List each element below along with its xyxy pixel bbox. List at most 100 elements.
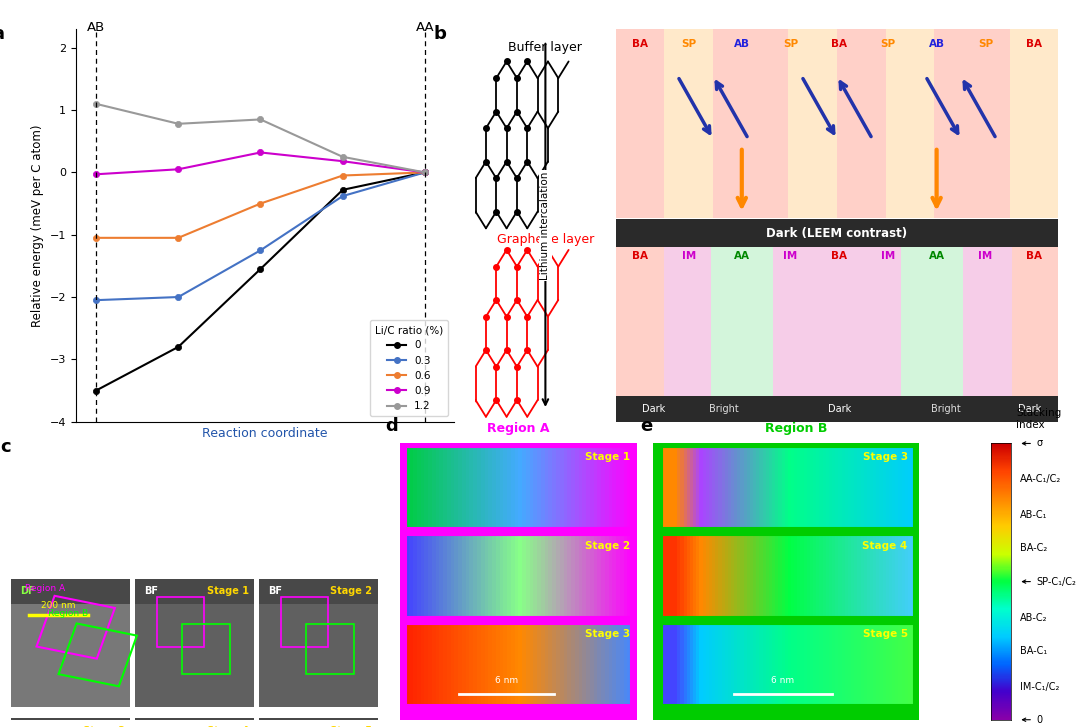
Text: 6 nm: 6 nm [771, 676, 795, 685]
Bar [715, 447, 718, 529]
Bar [687, 535, 690, 616]
Bar [741, 624, 744, 705]
Bar [848, 447, 851, 529]
Bar [559, 447, 564, 529]
Bar [718, 624, 721, 705]
Bar [705, 624, 708, 705]
Bar [582, 447, 586, 529]
Bar [753, 624, 756, 705]
Text: Buffer layer: Buffer layer [509, 41, 582, 54]
Bar [854, 535, 858, 616]
Text: Stage 2: Stage 2 [585, 541, 630, 551]
Bar [627, 447, 631, 529]
Bar [450, 535, 455, 616]
Bar [807, 447, 810, 529]
Text: IM: IM [783, 251, 798, 261]
Text: c: c [0, 438, 11, 456]
Bar [835, 447, 838, 529]
Bar [851, 624, 854, 705]
Bar [779, 624, 782, 705]
Bar [744, 535, 746, 616]
Bar [870, 624, 873, 705]
Bar [417, 624, 420, 705]
Bar [738, 624, 741, 705]
Bar [135, 718, 254, 727]
Text: a: a [0, 25, 4, 43]
Bar [522, 535, 526, 616]
Bar [413, 624, 417, 705]
Bar [556, 447, 559, 529]
Bar [677, 447, 680, 529]
Bar [772, 447, 775, 529]
Bar [721, 535, 725, 616]
Bar [746, 624, 750, 705]
Bar [715, 624, 718, 705]
Bar [481, 535, 485, 616]
Bar [503, 535, 508, 616]
Bar [564, 624, 567, 705]
Bar [813, 447, 816, 529]
Bar [892, 447, 895, 529]
Bar [664, 247, 711, 396]
Bar [667, 535, 671, 616]
Bar [684, 447, 687, 529]
Bar [785, 535, 788, 616]
Bar [728, 535, 731, 616]
Bar [473, 447, 477, 529]
Bar [518, 535, 522, 616]
Bar [899, 624, 902, 705]
Text: Dark: Dark [642, 404, 665, 414]
Bar [804, 447, 807, 529]
Bar [750, 624, 753, 705]
Bar [712, 447, 715, 529]
Text: Stage 1: Stage 1 [206, 586, 248, 596]
Text: Dark (LEEM contrast): Dark (LEEM contrast) [767, 227, 907, 240]
Bar [848, 624, 851, 705]
Bar [762, 535, 766, 616]
Bar [753, 535, 756, 616]
Bar [697, 447, 700, 529]
Text: Stacking
index: Stacking index [1016, 408, 1062, 430]
Bar [858, 447, 861, 529]
Bar [744, 624, 746, 705]
Bar [529, 447, 534, 529]
Bar [823, 624, 826, 705]
Bar [661, 447, 664, 529]
Bar [564, 447, 567, 529]
Bar [477, 447, 481, 529]
Bar [617, 624, 620, 705]
Bar [428, 535, 432, 616]
Bar [428, 624, 432, 705]
Bar [861, 535, 864, 616]
Text: 0: 0 [1037, 715, 1042, 725]
Bar [552, 624, 556, 705]
Bar [586, 624, 590, 705]
Bar [690, 447, 693, 529]
Bar [624, 535, 627, 616]
Y-axis label: Relative energy (meV per C atom): Relative energy (meV per C atom) [31, 124, 44, 326]
Bar [845, 535, 848, 616]
Bar [58, 624, 137, 686]
Bar [680, 447, 684, 529]
Bar [567, 624, 571, 705]
Bar [728, 447, 731, 529]
Bar [443, 624, 447, 705]
Bar [627, 624, 631, 705]
Bar [443, 535, 447, 616]
Bar [810, 624, 813, 705]
Bar [782, 624, 785, 705]
Bar [963, 247, 1012, 396]
Bar [458, 535, 462, 616]
Bar [1010, 29, 1058, 217]
Bar [500, 535, 503, 616]
Bar [785, 447, 788, 529]
Bar [458, 624, 462, 705]
Bar [912, 624, 914, 705]
Text: BA: BA [632, 251, 648, 261]
Bar [908, 624, 912, 705]
Bar [838, 624, 841, 705]
Bar [700, 447, 703, 529]
Text: IM: IM [881, 251, 895, 261]
Bar [620, 624, 624, 705]
Bar [779, 447, 782, 529]
